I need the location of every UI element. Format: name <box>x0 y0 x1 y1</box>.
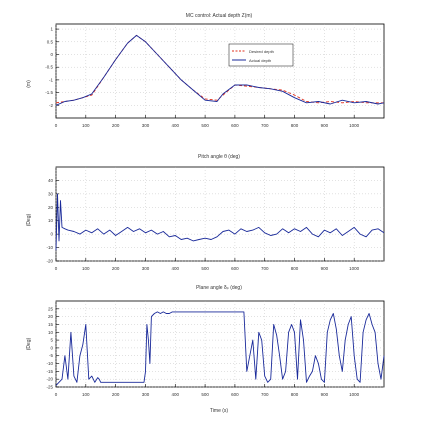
plane-angle-plot-area <box>55 300 385 388</box>
y-tick-label: 5 <box>50 338 53 343</box>
y-tick-label: 40 <box>48 178 54 183</box>
y-tick-label: -2 <box>49 103 53 108</box>
plane-angle-chart-ylabel: (Deg) <box>26 337 32 350</box>
y-tick-label: 20 <box>48 205 54 210</box>
y-tick-label: -20 <box>46 259 53 264</box>
y-tick-label: -25 <box>46 385 53 390</box>
x-tick-label: 800 <box>291 123 299 128</box>
y-tick-label: 0.5 <box>47 39 54 44</box>
x-tick-label: 200 <box>112 392 120 397</box>
pitch-lines <box>55 193 385 251</box>
plane-angle-chart-xlabel: Time (s) <box>210 408 228 414</box>
x-tick-label: 1000 <box>349 266 360 271</box>
plane-angle-ticks: 0 100 200 300 400 500 600 700 800 900 1000-25-20-1… <box>46 306 359 397</box>
legend-actual-label: Actual depth <box>249 58 271 63</box>
pitch-chart-ylabel: (Deg) <box>26 213 32 226</box>
x-tick-label: 100 <box>82 266 90 271</box>
x-tick-label: 300 <box>142 266 150 271</box>
depth-chart-ylabel: (m) <box>26 80 32 88</box>
x-tick-label: 300 <box>142 392 150 397</box>
legend-desired-label: Desired depth <box>249 49 274 54</box>
x-tick-label: 0 <box>55 123 58 128</box>
y-tick-label: -1 <box>49 77 53 82</box>
y-tick-label: 30 <box>48 191 54 196</box>
x-tick-label: 400 <box>172 123 180 128</box>
y-tick-label: 0 <box>50 52 53 57</box>
x-tick-label: 600 <box>231 266 239 271</box>
y-tick-label: 0 <box>50 345 53 350</box>
y-tick-label: 15 <box>48 322 54 327</box>
y-tick-label: -15 <box>46 369 53 374</box>
y-tick-label: -0.5 <box>45 65 53 70</box>
depth-lines <box>55 34 385 106</box>
x-tick-label: 800 <box>291 392 299 397</box>
series-line-0 <box>55 311 385 386</box>
y-tick-label: 10 <box>48 330 54 335</box>
y-tick-label: -10 <box>46 245 53 250</box>
plane-angle-chart-title: Plane angle δₚ (deg) <box>196 285 242 291</box>
x-tick-label: 800 <box>291 266 299 271</box>
plane-angle-chart: Plane angle δₚ (deg) (Deg) Time (s) 0 100… <box>26 285 385 414</box>
series-line-1 <box>55 34 385 106</box>
x-tick-label: 200 <box>112 123 120 128</box>
plane-angle-lines <box>55 311 385 386</box>
y-tick-label: -1.5 <box>45 90 53 95</box>
series-line-0 <box>55 193 385 251</box>
x-tick-label: 500 <box>201 123 209 128</box>
pitch-chart: Pitch angle θ (deg) (Deg) 0 100 200 300 400 5… <box>26 154 385 271</box>
pitch-chart-title: Pitch angle θ (deg) <box>198 154 240 160</box>
depth-chart: MC control: Actual depth Z(m) (m) 0 100 20… <box>26 13 385 128</box>
x-tick-label: 1000 <box>349 123 360 128</box>
x-tick-label: 400 <box>172 392 180 397</box>
x-tick-label: 700 <box>261 123 269 128</box>
pitch-grid <box>55 167 384 262</box>
x-tick-label: 700 <box>261 392 269 397</box>
depth-plot-area <box>55 23 385 119</box>
x-tick-label: 500 <box>201 392 209 397</box>
x-tick-label: 900 <box>321 392 329 397</box>
y-tick-label: -10 <box>46 361 53 366</box>
y-tick-label: -5 <box>49 353 53 358</box>
y-tick-label: 25 <box>48 306 54 311</box>
depth-legend: Desired depth Actual depth <box>228 43 294 67</box>
x-tick-label: 500 <box>201 266 209 271</box>
x-tick-label: 0 <box>55 266 58 271</box>
x-tick-label: 600 <box>231 123 239 128</box>
pitch-plot-area <box>55 166 385 262</box>
x-tick-label: 200 <box>112 266 120 271</box>
x-tick-label: 900 <box>321 123 329 128</box>
x-tick-label: 100 <box>82 123 90 128</box>
x-tick-label: 700 <box>261 266 269 271</box>
x-tick-label: 100 <box>82 392 90 397</box>
y-tick-label: 1 <box>50 27 53 32</box>
x-tick-label: 600 <box>231 392 239 397</box>
y-tick-label: 0 <box>50 232 53 237</box>
x-tick-label: 400 <box>172 266 180 271</box>
depth-chart-title: MC control: Actual depth Z(m) <box>186 13 253 19</box>
x-tick-label: 1000 <box>349 392 360 397</box>
x-tick-label: 900 <box>321 266 329 271</box>
y-tick-label: 20 <box>48 314 54 319</box>
x-tick-label: 300 <box>142 123 150 128</box>
depth-ticks: 0 100 200 300 400 500 600 700 800 900 1000 -2 -1.5 -1… <box>45 27 359 128</box>
x-tick-label: 0 <box>55 392 58 397</box>
y-tick-label: 10 <box>48 218 54 223</box>
depth-grid <box>55 24 384 118</box>
series-line-0 <box>55 34 384 104</box>
plane-angle-grid <box>55 301 384 388</box>
y-tick-label: -20 <box>46 377 53 382</box>
